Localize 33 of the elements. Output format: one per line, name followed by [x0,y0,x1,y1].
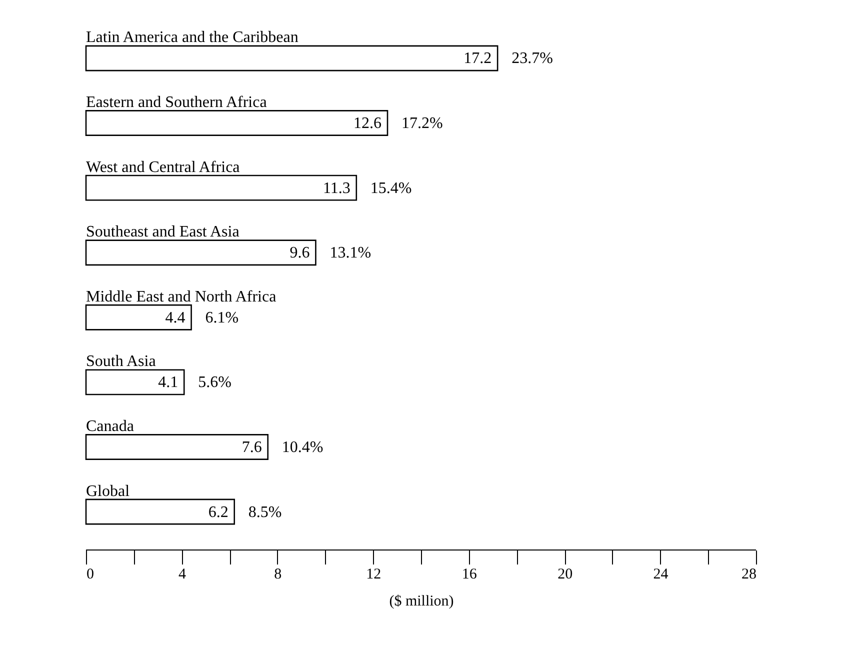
data-label: 6.2 [208,504,228,521]
x-tick-label: 8 [274,566,282,582]
annotation: 17.2% [402,115,443,132]
x-tick-label: 24 [653,566,669,582]
data-label: 4.1 [158,374,178,392]
y-tick-label: Middle East and North Africa [86,288,276,306]
data-label: 11.3 [322,180,350,197]
data-label: 17.2 [464,50,492,68]
annotation: 23.7% [512,50,553,68]
y-tick-label: Southeast and East Asia [86,224,240,241]
annotation: 6.1% [205,309,239,326]
y-tick-label: South Asia [86,353,156,370]
x-tick-label: 28 [742,566,756,582]
x-axis-title: ($ million) [389,594,454,610]
annotation: 13.1% [330,244,372,262]
x-tick-label: 12 [366,566,382,582]
x-tick-label: 4 [178,566,186,582]
x-tick-label: 20 [558,566,573,582]
y-tick-label: West and Central Africa [86,158,240,176]
y-tick-label: Eastern and Southern Africa [86,94,267,112]
y-tick-label: Global [86,482,130,500]
data-label: 9.6 [290,244,310,262]
x-tick-label: 16 [462,566,478,582]
y-tick-label: Canada [86,418,134,435]
data-label: 7.6 [242,438,262,456]
annotation: 8.5% [248,504,282,521]
data-label: 4.4 [165,309,186,326]
annotation: 10.4% [282,438,324,456]
annotation: 15.4% [370,180,412,197]
annotation: 5.6% [198,374,232,392]
x-tick-label: 0 [86,566,94,582]
y-tick-label: Latin America and the Caribbean [86,29,298,46]
data-label: 12.6 [354,115,382,132]
